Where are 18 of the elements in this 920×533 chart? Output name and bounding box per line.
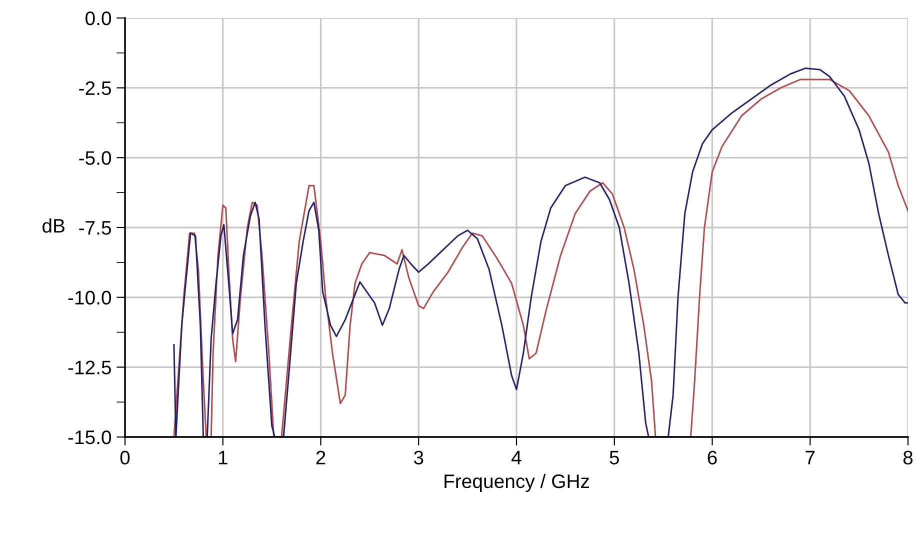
y-tick-label: -15.0 [68, 430, 112, 444]
x-tick-label: 5 [610, 450, 619, 464]
x-tick-label: 4 [512, 450, 522, 464]
y-tick-label: -10.0 [68, 290, 112, 305]
x-tick-label: 3 [414, 450, 424, 464]
y-tick-label: 0.0 [86, 11, 112, 26]
y-tick-label: -2.5 [79, 81, 111, 96]
x-tick-label: 7 [806, 450, 815, 464]
y-axis-title: dB [42, 218, 64, 233]
x-tick-label: 2 [316, 450, 326, 464]
y-tick-label: -7.5 [79, 221, 111, 235]
y-tick-label: -12.5 [68, 360, 111, 374]
x-axis-title: Frequency / GHz [444, 474, 590, 492]
x-tick-label: 0 [120, 450, 130, 464]
x-tick-label: 6 [708, 450, 717, 464]
x-tick-label: 1 [218, 450, 228, 464]
x-tick-label: 8 [903, 450, 913, 464]
y-tick-label: -5.0 [79, 151, 112, 165]
